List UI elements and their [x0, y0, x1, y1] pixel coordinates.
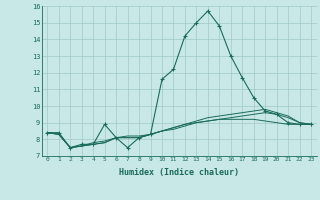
- X-axis label: Humidex (Indice chaleur): Humidex (Indice chaleur): [119, 168, 239, 177]
